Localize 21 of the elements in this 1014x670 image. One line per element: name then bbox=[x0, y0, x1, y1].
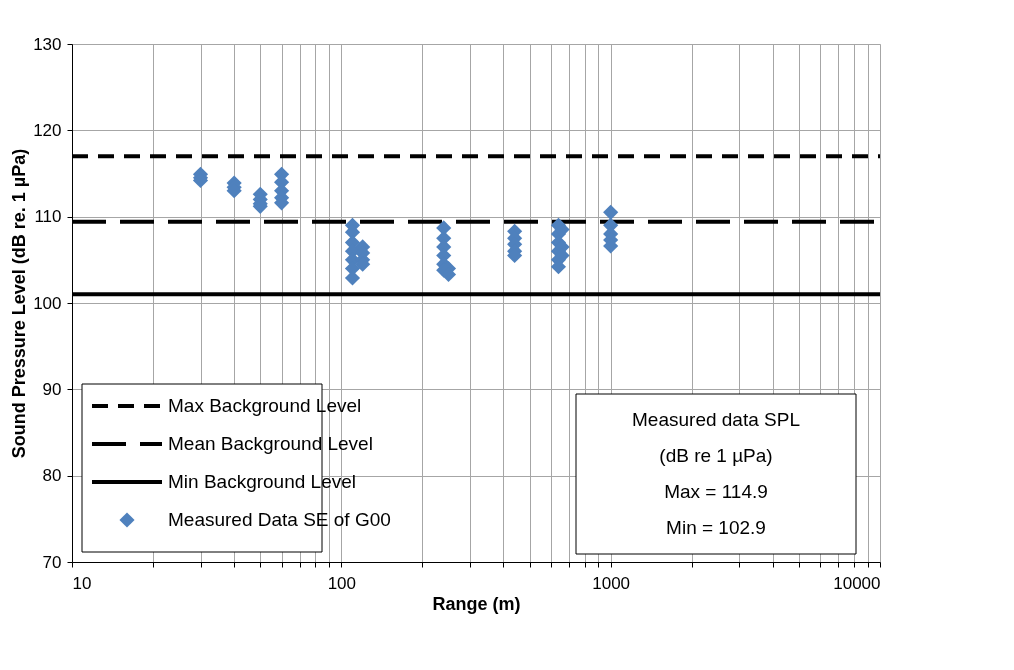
x-tick-label: 100 bbox=[327, 573, 357, 593]
y-tick-label: 130 bbox=[33, 34, 62, 54]
y-tick-label: 70 bbox=[42, 552, 62, 572]
legend-label: Min Background Level bbox=[168, 471, 356, 492]
x-tick-label: 10 bbox=[72, 573, 92, 593]
x-tick-label: 10000 bbox=[833, 573, 881, 593]
x-tick-label: 1000 bbox=[592, 573, 631, 593]
y-tick-label: 100 bbox=[33, 293, 62, 313]
y-tick-label: 110 bbox=[34, 207, 62, 227]
annotation: Measured data SPL bbox=[632, 409, 800, 430]
annotation: Max = 114.9 bbox=[664, 481, 768, 502]
annotation: Min = 102.9 bbox=[666, 517, 766, 538]
y-axis-title: Sound Pressure Level (dB re. 1 µPa) bbox=[9, 148, 30, 459]
y-tick-label: 120 bbox=[33, 120, 62, 140]
y-tick-label: 90 bbox=[42, 379, 62, 399]
x-axis-title: Range (m) bbox=[432, 593, 521, 614]
legend-label: Measured Data SE of G00 bbox=[168, 509, 391, 530]
legend-label: Max Background Level bbox=[168, 395, 362, 416]
y-tick-label: 80 bbox=[42, 466, 62, 486]
annotation: (dB re 1 µPa) bbox=[659, 445, 773, 466]
legend-label: Mean Background Level bbox=[168, 433, 373, 454]
